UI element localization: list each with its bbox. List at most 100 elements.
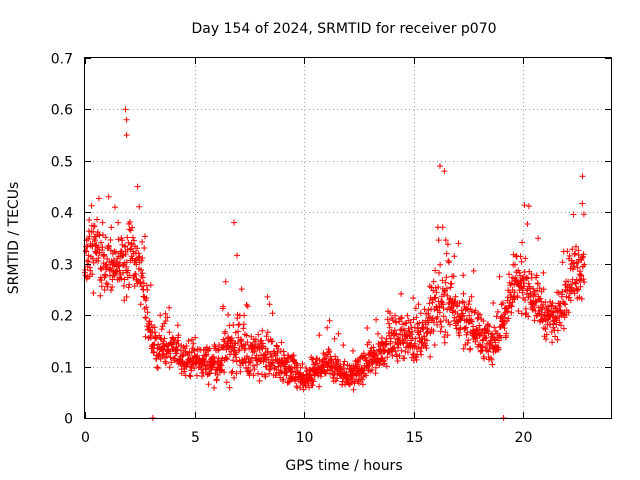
data-point xyxy=(88,202,95,209)
data-point xyxy=(503,330,510,337)
data-point xyxy=(552,304,559,311)
data-point xyxy=(117,271,124,278)
data-point xyxy=(572,280,579,287)
data-point xyxy=(523,310,530,317)
data-point xyxy=(143,295,150,302)
data-point xyxy=(555,289,562,296)
data-point xyxy=(429,315,436,322)
data-point xyxy=(372,364,379,371)
data-point xyxy=(547,298,553,305)
data-point xyxy=(230,357,237,364)
data-point xyxy=(264,329,271,336)
data-point xyxy=(504,308,511,315)
data-point xyxy=(348,379,355,386)
data-point xyxy=(99,219,106,226)
data-point xyxy=(235,328,242,335)
data-point xyxy=(439,224,446,231)
data-point xyxy=(262,373,269,380)
data-point xyxy=(144,309,151,316)
data-point xyxy=(477,311,483,318)
data-point xyxy=(191,365,198,372)
data-point xyxy=(204,344,210,351)
x-axis-ticks: 0 5 10 15 20 xyxy=(81,58,532,446)
data-point xyxy=(109,284,116,290)
data-point xyxy=(89,255,96,262)
data-point xyxy=(85,258,92,265)
data-point xyxy=(372,352,379,359)
data-point xyxy=(244,339,251,346)
data-point xyxy=(470,323,477,330)
data-point xyxy=(579,173,586,180)
data-point xyxy=(101,252,108,259)
data-point xyxy=(435,284,442,291)
data-point xyxy=(549,339,556,346)
data-point xyxy=(444,241,451,248)
data-point xyxy=(401,355,408,362)
data-point xyxy=(300,386,307,393)
data-point xyxy=(540,286,547,293)
data-point xyxy=(98,283,105,290)
data-point xyxy=(435,237,442,244)
data-point xyxy=(469,318,476,325)
data-point xyxy=(225,311,232,318)
data-point xyxy=(135,250,142,257)
data-point xyxy=(488,330,495,337)
data-point xyxy=(407,319,414,326)
data-point xyxy=(326,317,333,324)
data-point xyxy=(116,267,123,274)
data-point xyxy=(94,229,101,236)
data-point xyxy=(262,345,269,352)
data-point xyxy=(523,274,530,281)
data-point xyxy=(189,361,196,368)
data-point xyxy=(392,348,399,355)
data-point xyxy=(578,272,585,279)
data-point xyxy=(125,239,132,246)
data-point xyxy=(476,322,483,329)
data-point xyxy=(567,297,574,304)
data-point xyxy=(389,352,396,359)
data-point xyxy=(164,314,171,321)
data-point xyxy=(277,367,284,373)
data-point xyxy=(339,378,346,385)
data-point xyxy=(203,351,210,358)
data-point xyxy=(211,384,218,391)
data-point xyxy=(570,211,577,218)
data-point xyxy=(437,328,444,335)
data-point xyxy=(158,326,165,333)
data-point xyxy=(237,368,244,375)
x-tick-label: 5 xyxy=(191,430,200,446)
data-point xyxy=(451,314,458,321)
data-point xyxy=(442,237,449,244)
data-point xyxy=(554,308,561,315)
data-point xyxy=(136,253,143,260)
data-point xyxy=(417,310,424,317)
data-point xyxy=(244,303,251,310)
data-point xyxy=(498,313,505,320)
data-point xyxy=(226,384,233,391)
data-point xyxy=(580,276,587,283)
data-point xyxy=(550,309,557,316)
data-point xyxy=(139,238,146,245)
data-point xyxy=(412,340,419,347)
data-point xyxy=(460,272,467,279)
x-tick-label: 20 xyxy=(515,430,533,446)
data-point xyxy=(384,316,391,323)
data-point xyxy=(355,359,362,366)
data-point xyxy=(155,341,162,348)
data-point xyxy=(129,224,136,231)
data-point xyxy=(112,204,118,211)
data-point xyxy=(490,300,497,306)
data-point xyxy=(360,373,367,380)
data-point xyxy=(133,261,140,268)
data-point xyxy=(113,268,120,275)
data-point xyxy=(205,381,212,388)
y-tick-label: 0.4 xyxy=(51,206,73,222)
data-point xyxy=(540,269,547,276)
data-point xyxy=(256,377,263,384)
data-point xyxy=(213,376,220,383)
data-point xyxy=(226,322,233,329)
data-point xyxy=(162,318,169,324)
data-point xyxy=(152,334,159,341)
data-point xyxy=(241,312,248,319)
data-point xyxy=(269,310,276,317)
